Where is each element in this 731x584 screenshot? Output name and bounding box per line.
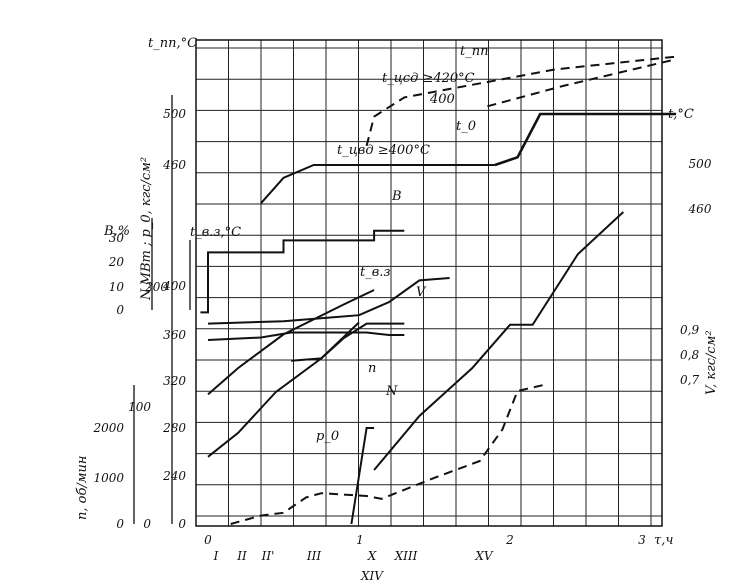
x-hour-tick: 0 — [204, 533, 212, 547]
annotation-label: p_0 — [316, 429, 339, 444]
x-stage-tick: II' — [261, 549, 275, 563]
annotation-label: N — [385, 384, 398, 399]
series-line-t0 — [494, 112, 677, 167]
axis-label-t0: t,°C — [668, 107, 694, 122]
x-axis-label: τ,ч — [654, 533, 673, 548]
series-line-n — [350, 427, 375, 525]
tick-label-t_pp: 460 — [162, 158, 186, 172]
tick-label-n: 1000 — [93, 471, 124, 485]
tick-label-V: 0,7 — [680, 373, 699, 387]
annotation-label: B — [391, 189, 402, 204]
axis-label-N_p0: N,МВт ; p_0, кгс/см² — [139, 157, 154, 301]
tick-label-N_p0: 360 — [163, 328, 186, 342]
tick-label-N_p0: 240 — [162, 469, 186, 483]
tick-label-n: 0 — [116, 517, 124, 531]
x-stage-tick: I — [213, 549, 219, 563]
series-line-p0 — [230, 383, 549, 525]
axis-label-n: n, об/мин — [75, 456, 90, 521]
x-hour-tick: 2 — [505, 533, 514, 547]
annotation-label: V — [416, 285, 427, 300]
plot-frame — [195, 39, 663, 527]
x-stage-tick: XIV — [360, 569, 384, 583]
tick-label-N_p0: 400 — [162, 279, 186, 293]
tick-label-N_p0: 320 — [163, 374, 186, 388]
annotation-label: t_0 — [456, 119, 476, 134]
axis-label-V: V, кгс/см² — [704, 330, 719, 395]
x-stage-tick: II — [236, 549, 247, 563]
axis-label-B: B,% — [103, 224, 130, 239]
tick-label-V: 0,9 — [680, 323, 699, 337]
series-line-N3 — [291, 322, 405, 362]
x-stage-tick: XIII — [394, 549, 418, 563]
x-stage-tick: XV — [474, 549, 494, 563]
tick-label-t0: 500 — [689, 157, 712, 171]
annotation-label: t_цсд ≥420°C — [382, 71, 475, 86]
series-line-t — [260, 164, 495, 204]
tick-label-N_p0: 0 — [178, 517, 186, 531]
x-stage-tick: X — [367, 549, 377, 563]
annotation-label: t_в.з — [360, 265, 391, 280]
tick-label-V: 0,8 — [680, 348, 699, 362]
series-line-N1 — [207, 289, 375, 396]
series-line-N — [373, 211, 624, 471]
grid — [195, 39, 663, 527]
x-hour-tick: 1 — [356, 533, 364, 547]
tick-label-B: 10 — [109, 280, 125, 294]
annotation-label: t_цвд ≥400°C — [337, 143, 430, 158]
x-stage-tick: III — [306, 549, 321, 563]
axis-label-t_bz: t_в.з,°C — [190, 225, 241, 240]
axes: t_пп,°C 500 460 N,МВт ; p_0, кгс/см² 400 360 3… — [75, 36, 719, 583]
series-line-V — [207, 331, 405, 341]
series-line-t — [207, 277, 450, 325]
series-line-t — [365, 55, 677, 147]
tick-label-t_bz: 200 — [144, 280, 168, 294]
tick-label-N_mw: 100 — [128, 400, 151, 414]
tick-label-B: 0 — [116, 303, 124, 317]
tick-label-N_p0: 280 — [162, 421, 186, 435]
series-line-B — [200, 229, 405, 314]
tick-label-B: 30 — [109, 231, 125, 245]
tick-label-t0: 460 — [688, 202, 712, 216]
tick-label-t_pp: 500 — [163, 107, 186, 121]
series-line-t — [487, 58, 677, 108]
tick-label-B: 20 — [108, 255, 125, 269]
x-hour-tick: 3 — [638, 533, 646, 547]
annotation-label: 400 — [429, 92, 455, 107]
axis-label-t_pp: t_пп,°C — [148, 36, 197, 51]
tick-label-n: 2000 — [92, 421, 124, 435]
annotation-label: t_пп — [460, 44, 488, 59]
annotation-label: n — [368, 361, 376, 376]
tick-label-N_mw: 0 — [143, 517, 151, 531]
series-lines — [200, 55, 677, 525]
